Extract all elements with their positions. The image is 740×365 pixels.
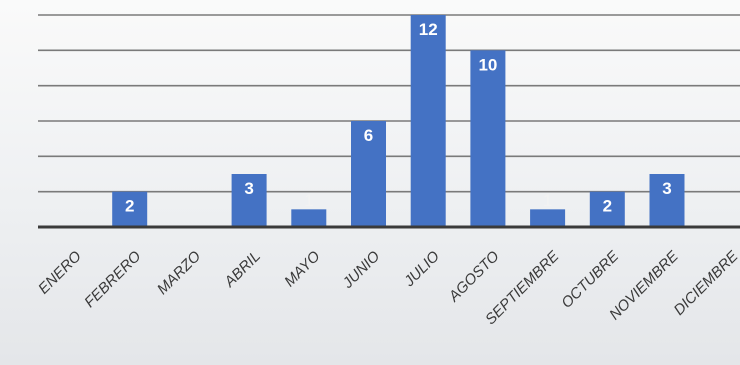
bars bbox=[112, 15, 685, 228]
data-label-octubre: 2 bbox=[603, 197, 612, 216]
gridlines bbox=[38, 14, 740, 193]
bar-julio bbox=[410, 15, 446, 227]
bar-octubre bbox=[589, 191, 625, 227]
data-label-septiembre: 1 bbox=[543, 191, 552, 210]
data-label-mayo: 1 bbox=[304, 191, 313, 210]
tick-label-abril: ABRIL bbox=[221, 248, 264, 291]
tick-label-diciembre: DICIEMBRE bbox=[671, 247, 740, 319]
bar-mayo bbox=[291, 209, 327, 227]
tick-label-enero: ENERO bbox=[35, 248, 85, 298]
tick-label-junio: JUNIO bbox=[339, 248, 384, 293]
data-label-febrero: 2 bbox=[125, 197, 134, 216]
tick-label-agosto: AGOSTO bbox=[445, 248, 503, 306]
tick-label-octubre: OCTUBRE bbox=[558, 247, 623, 312]
bar-agosto bbox=[470, 50, 506, 228]
bar-febrero bbox=[112, 191, 148, 227]
data-label-noviembre: 3 bbox=[662, 179, 671, 198]
tick-label-julio: JULIO bbox=[400, 248, 443, 291]
data-label-junio: 6 bbox=[364, 126, 373, 145]
data-label-abril: 3 bbox=[244, 179, 253, 198]
bar-noviembre bbox=[649, 174, 685, 227]
bar-junio bbox=[351, 121, 386, 227]
bar-abril bbox=[231, 174, 267, 227]
tick-label-febrero: FEBRERO bbox=[81, 248, 145, 312]
tick-label-marzo: MARZO bbox=[154, 248, 205, 299]
data-label-agosto: 10 bbox=[478, 55, 497, 74]
data-label-julio: 12 bbox=[419, 20, 438, 39]
tick-label-mayo: MAYO bbox=[281, 248, 324, 291]
bar-septiembre bbox=[530, 209, 566, 227]
